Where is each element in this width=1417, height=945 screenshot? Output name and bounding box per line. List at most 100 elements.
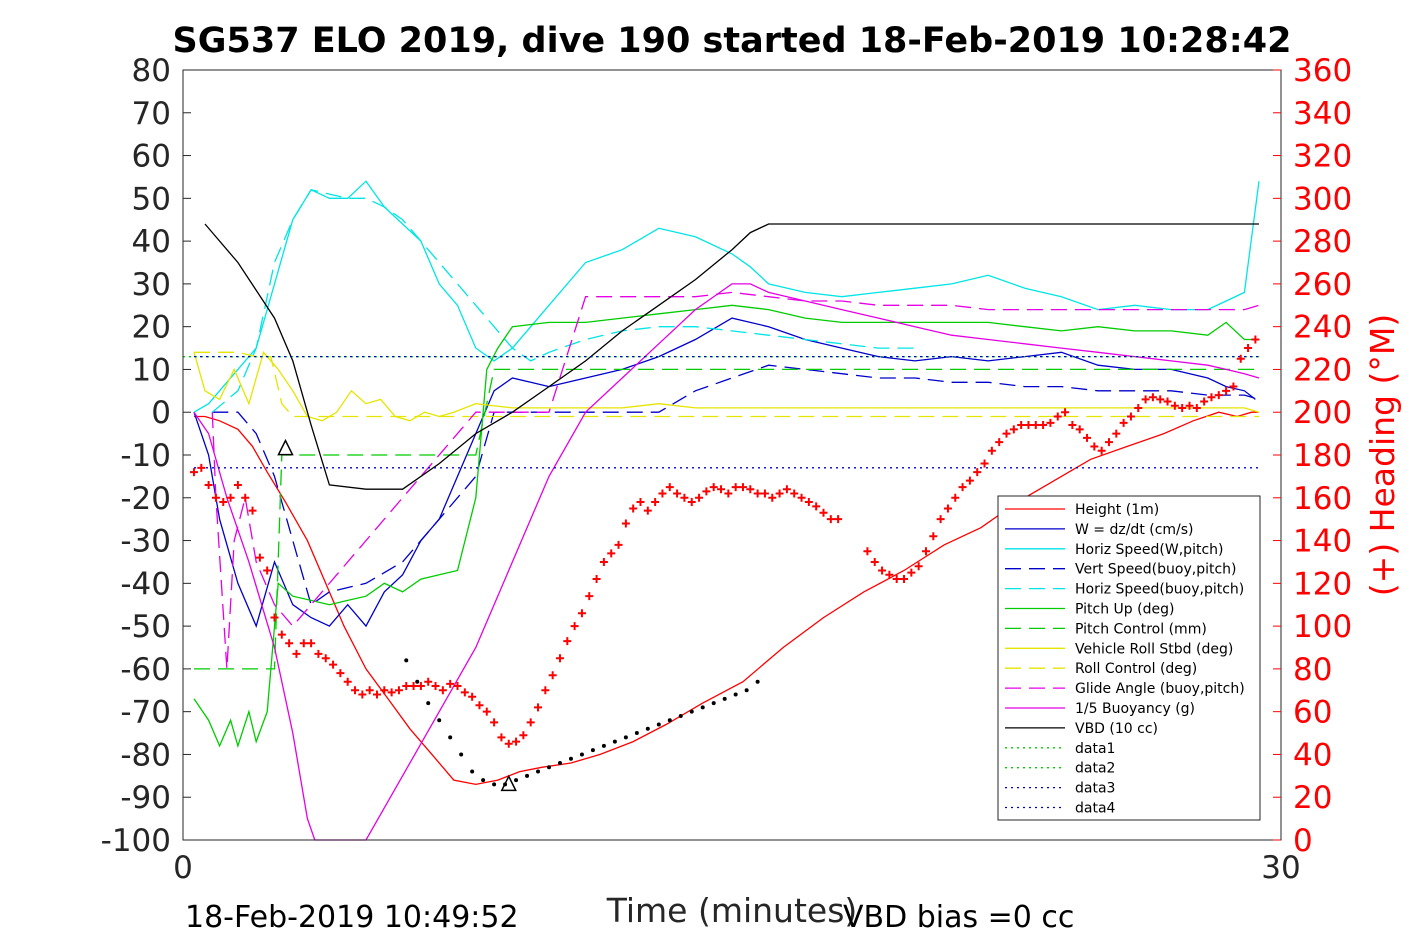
vbd-dot (623, 735, 628, 740)
heading-point (211, 493, 220, 502)
heading-point (1046, 418, 1055, 427)
y-right-tick-label: 200 (1293, 395, 1352, 431)
vbd-dot (514, 778, 519, 783)
footer-vbd-bias: VBD bias =0 cc (843, 900, 1074, 935)
heading-point (1097, 446, 1106, 455)
heading-point (1061, 408, 1070, 417)
legend-entry: Vert Speed(buoy,pitch) (1075, 562, 1237, 578)
vbd-dot (481, 778, 486, 783)
heading-point (534, 703, 543, 712)
heading-point (394, 686, 403, 695)
series-line-8 (193, 350, 1260, 422)
heading-point (504, 739, 513, 748)
heading-point (1002, 429, 1011, 438)
y-left-tick-label: -100 (101, 823, 171, 859)
y-right-tick-label: 280 (1293, 224, 1352, 260)
heading-point (1126, 412, 1135, 421)
x-axis-label: Time (minutes) (606, 891, 858, 930)
heading-point (490, 718, 499, 727)
heading-point (1119, 418, 1128, 427)
heading-point (885, 570, 894, 579)
heading-point (541, 686, 550, 695)
vbd-dot (612, 739, 617, 744)
heading-point (1185, 401, 1194, 410)
heading-point (680, 493, 689, 502)
vbd-dot (634, 731, 639, 736)
heading-point (336, 669, 345, 678)
heading-point (695, 493, 704, 502)
heading-point (1244, 344, 1253, 353)
heading-point (424, 677, 433, 686)
y-left-tick-label: -20 (120, 481, 171, 517)
series-line-2 (193, 317, 1256, 629)
heading-point (607, 549, 616, 558)
heading-point (753, 489, 762, 498)
heading-layer (189, 335, 1260, 748)
heading-point (1083, 433, 1092, 442)
heading-point (746, 485, 755, 494)
heading-point (914, 562, 923, 571)
series-line-12 (204, 223, 1259, 490)
heading-point (621, 519, 630, 528)
vbd-dot (733, 692, 738, 697)
y-left-tick-label: -70 (120, 695, 171, 731)
heading-point (431, 682, 440, 690)
heading-point (819, 508, 828, 517)
heading-point (314, 649, 323, 658)
heading-point (226, 493, 235, 502)
heading-point (285, 639, 294, 648)
vbd-dot (459, 752, 464, 757)
heading-point (292, 649, 301, 658)
heading-point (548, 671, 557, 680)
heading-point (804, 498, 813, 507)
y-left-tick-label: -80 (120, 737, 171, 773)
heading-point (1068, 421, 1077, 430)
vbd-dot (755, 679, 760, 684)
heading-point (270, 613, 279, 622)
heading-point (1031, 421, 1040, 430)
heading-point (380, 686, 389, 695)
heading-point (329, 660, 338, 669)
heading-point (592, 575, 601, 584)
heading-point (307, 639, 316, 648)
heading-point (760, 489, 769, 498)
heading-point (446, 679, 455, 688)
heading-point (563, 637, 572, 646)
legend-entry: Vehicle Roll Stbd (deg) (1075, 641, 1233, 657)
heading-point (241, 493, 250, 502)
y-left-tick-label: 60 (132, 139, 171, 175)
heading-point (585, 592, 594, 601)
y-left-tick-label: 70 (132, 96, 171, 132)
vbd-dot (415, 679, 420, 684)
heading-point (987, 446, 996, 455)
vbd-dot (656, 722, 661, 727)
vbd-dot (667, 718, 672, 723)
vbd-dot (404, 658, 409, 663)
y-right-tick-label: 0 (1293, 823, 1313, 859)
marker-layer (277, 438, 760, 792)
heading-point (1039, 421, 1048, 430)
heading-point (1192, 403, 1201, 412)
heading-point (687, 498, 696, 507)
heading-point (263, 566, 272, 575)
vbd-dot (492, 782, 497, 787)
series-line-10 (211, 291, 1260, 669)
y-right-tick-label: 60 (1293, 695, 1332, 731)
y-right-tick-label: 120 (1293, 566, 1352, 602)
heading-point (189, 468, 198, 477)
heading-point (731, 483, 740, 492)
heading-point (1236, 354, 1245, 363)
vbd-dot (557, 761, 562, 765)
legend-entry: data3 (1075, 781, 1115, 797)
vbd-dot (525, 773, 530, 778)
legend-entry: Horiz Speed(buoy,pitch) (1075, 582, 1244, 598)
y-left-tick-label: 40 (132, 224, 171, 260)
heading-point (372, 690, 381, 699)
heading-point (365, 686, 374, 695)
heading-point (1141, 395, 1150, 404)
tick-layer: 80706050403020100-10-20-30-40-50-60-70-8… (101, 53, 1353, 886)
heading-point (1017, 421, 1026, 430)
heading-point (826, 515, 835, 524)
heading-point (1170, 401, 1179, 410)
heading-point (995, 438, 1004, 447)
